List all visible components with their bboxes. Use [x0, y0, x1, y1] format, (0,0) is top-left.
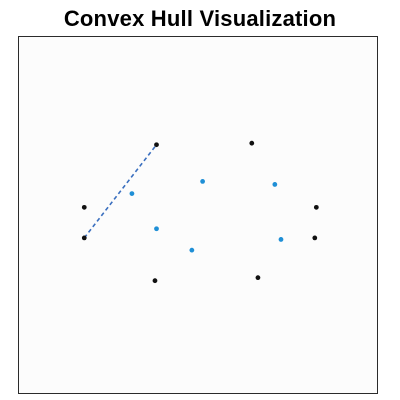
interior-point-3 — [154, 226, 159, 232]
interior-point-0 — [129, 191, 135, 196]
interior-point-2 — [272, 182, 278, 187]
hull-point-7 — [152, 278, 158, 284]
interior-point-1 — [200, 179, 205, 184]
hull-plot — [81, 140, 319, 284]
page-title: Convex Hull Visualization — [63, 6, 337, 31]
hull-point-6 — [255, 275, 261, 281]
hull-edge-0 — [83, 144, 158, 239]
hull-point-3 — [249, 140, 255, 146]
hull-point-1 — [81, 235, 87, 241]
hull-point-2 — [154, 142, 159, 148]
hull-canvas — [18, 36, 378, 394]
interior-point-4 — [189, 247, 195, 253]
hull-point-5 — [312, 235, 318, 241]
hull-point-4 — [313, 204, 319, 210]
hull-point-0 — [81, 204, 87, 210]
interior-point-5 — [278, 237, 284, 242]
